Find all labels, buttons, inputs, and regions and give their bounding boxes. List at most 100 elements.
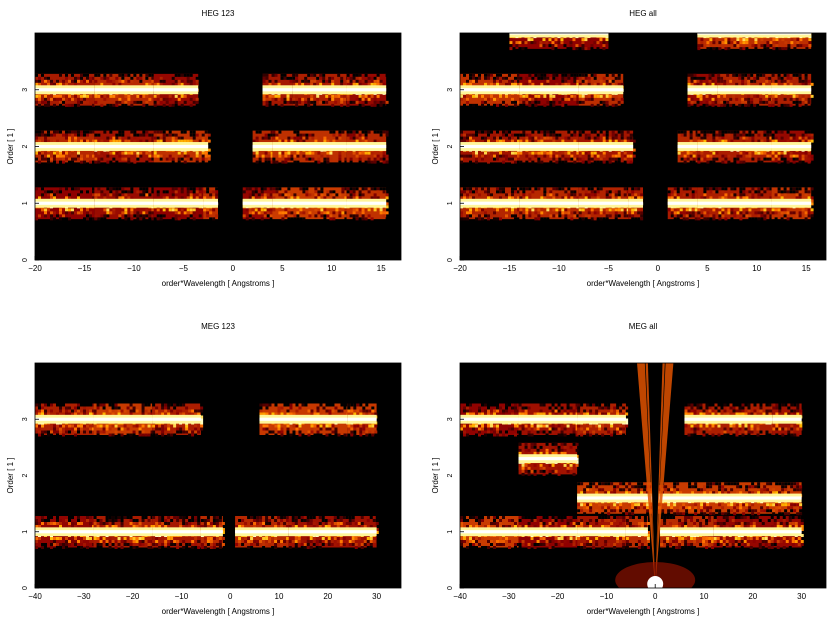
- x-tick-label: −10: [552, 264, 566, 273]
- band-segment: [579, 74, 624, 107]
- band-segment: [289, 516, 379, 549]
- y-tick-label: 1: [22, 201, 29, 205]
- band-segment: [94, 74, 154, 107]
- x-tick-label: 10: [327, 264, 336, 273]
- x-axis-label: order*Wavelength [ Angstroms ]: [162, 607, 275, 616]
- y-tick-label: 1: [447, 530, 454, 534]
- band-segment: [697, 187, 772, 220]
- band-segment: [292, 74, 349, 107]
- x-tick-label: 15: [377, 264, 386, 273]
- x-tick-label: −30: [77, 592, 91, 601]
- band-segment: [347, 187, 389, 220]
- band-segment: [577, 516, 628, 549]
- y-tick-label: 3: [22, 88, 29, 92]
- x-tick-label: 0: [231, 264, 236, 273]
- band-segment: [579, 131, 636, 164]
- band-segment: [460, 187, 520, 220]
- band-segment: [35, 131, 95, 164]
- band-segment: [717, 74, 774, 107]
- band-segment: [94, 404, 154, 437]
- band-segment: [579, 187, 630, 220]
- x-tick-label: −20: [126, 592, 140, 601]
- band-segment: [35, 74, 95, 107]
- y-axis-label: Order [ 1 ]: [6, 128, 15, 164]
- band-segment: [272, 131, 347, 164]
- y-tick-label: 3: [22, 417, 29, 421]
- chart-title: MEG 123: [201, 322, 235, 331]
- y-tick-label: 0: [22, 258, 29, 262]
- x-tick-label: 10: [275, 592, 284, 601]
- x-tick-label: −15: [78, 264, 92, 273]
- band-segment: [668, 187, 698, 220]
- y-tick-label: 2: [22, 473, 29, 477]
- band-segment: [519, 516, 579, 549]
- y-axis-label: Order [ 1 ]: [6, 457, 15, 493]
- band-segment: [519, 443, 579, 476]
- x-tick-label: 30: [372, 592, 381, 601]
- band-segment: [460, 131, 520, 164]
- x-tick-label: −30: [502, 592, 516, 601]
- x-tick-label: 20: [323, 592, 332, 601]
- band-segment: [259, 404, 349, 437]
- x-axis-label: order*Wavelength [ Angstroms ]: [162, 279, 275, 288]
- band-segment: [626, 516, 650, 549]
- band-segment: [152, 404, 203, 437]
- band-segment: [772, 404, 802, 437]
- x-axis-label: order*Wavelength [ Angstroms ]: [587, 279, 700, 288]
- band-segment: [772, 187, 814, 220]
- band-segment: [519, 74, 579, 107]
- band-segment: [154, 74, 199, 107]
- y-tick-label: 3: [447, 88, 454, 92]
- band-segment: [714, 516, 804, 549]
- band-segment: [263, 74, 293, 107]
- band-segment: [35, 187, 95, 220]
- y-tick-label: 2: [447, 473, 454, 477]
- x-tick-label: −40: [453, 592, 467, 601]
- band-segment: [772, 131, 814, 164]
- x-tick-label: 10: [700, 592, 709, 601]
- y-tick-label: 1: [447, 201, 454, 205]
- heatmap-background: [35, 363, 401, 588]
- band-segment: [772, 74, 814, 107]
- band-segment: [94, 131, 154, 164]
- y-tick-label: 1: [22, 530, 29, 534]
- band-segment: [688, 74, 718, 107]
- band-segment: [94, 516, 154, 549]
- band-segment: [272, 187, 347, 220]
- x-tick-label: 0: [228, 592, 233, 601]
- y-tick-label: 0: [447, 258, 454, 262]
- x-tick-label: 0: [656, 264, 661, 273]
- band-segment: [154, 187, 205, 220]
- band-segment: [203, 187, 218, 220]
- band-segment: [35, 404, 95, 437]
- y-tick-label: 3: [447, 417, 454, 421]
- x-tick-label: −40: [28, 592, 42, 601]
- band-segment: [577, 404, 628, 437]
- x-tick-label: −10: [175, 592, 189, 601]
- band-segment: [347, 74, 389, 107]
- band-segment: [152, 516, 203, 549]
- band-segment: [460, 74, 520, 107]
- x-tick-label: −10: [127, 264, 141, 273]
- y-tick-label: 2: [447, 144, 454, 148]
- band-segment: [243, 187, 273, 220]
- y-tick-label: 2: [22, 144, 29, 148]
- band-segment: [509, 17, 608, 50]
- x-tick-label: 10: [752, 264, 761, 273]
- x-tick-label: −5: [179, 264, 189, 273]
- band-segment: [347, 131, 389, 164]
- band-segment: [235, 516, 289, 549]
- chart-title: HEG all: [629, 9, 657, 18]
- band-segment: [460, 516, 520, 549]
- x-tick-label: −20: [28, 264, 42, 273]
- band-segment: [253, 131, 274, 164]
- band-segment: [660, 516, 714, 549]
- x-tick-label: 5: [280, 264, 285, 273]
